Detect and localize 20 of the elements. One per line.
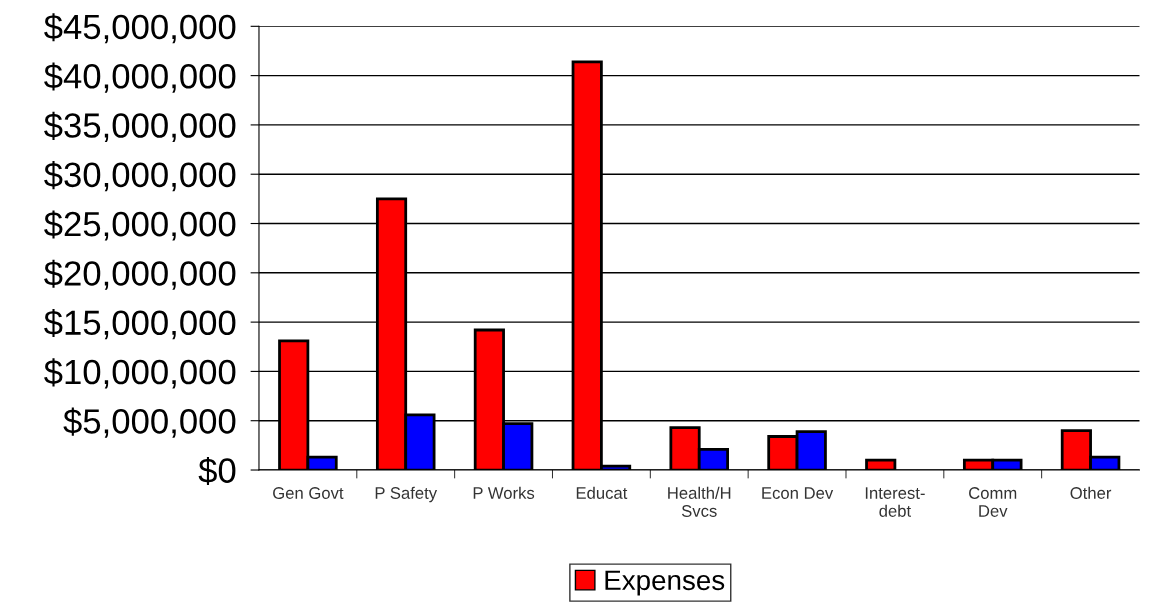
x-tick-label: Other [1070,486,1112,499]
x-tick-label: Interest- debt [865,487,925,517]
x-tick-label: Educat [576,486,628,499]
x-tick-label: Gen Govt [273,487,344,499]
x-tick-label: Econ Dev [762,487,834,499]
y-tick-label: $30,000,000 [44,161,236,192]
y-tick-label: $25,000,000 [44,210,236,241]
y-tick-label: $20,000,000 [44,259,236,290]
x-tick-label: P Safety [375,486,438,503]
y-tick-label: $40,000,000 [44,62,236,93]
legend-label: Expenses [605,570,725,596]
y-tick-label: $10,000,000 [44,358,236,389]
y-tick-label: $45,000,000 [44,13,236,44]
x-tick-label: Comm Dev [969,487,1017,517]
x-tick-label: Health/H Svcs [668,486,731,517]
y-tick-label: $15,000,000 [44,308,236,340]
x-tick-label: P Works [473,486,535,499]
y-tick-label: $35,000,000 [44,111,236,142]
y-tick-label: $0 [198,456,236,486]
y-tick-label: $5,000,000 [63,407,236,438]
